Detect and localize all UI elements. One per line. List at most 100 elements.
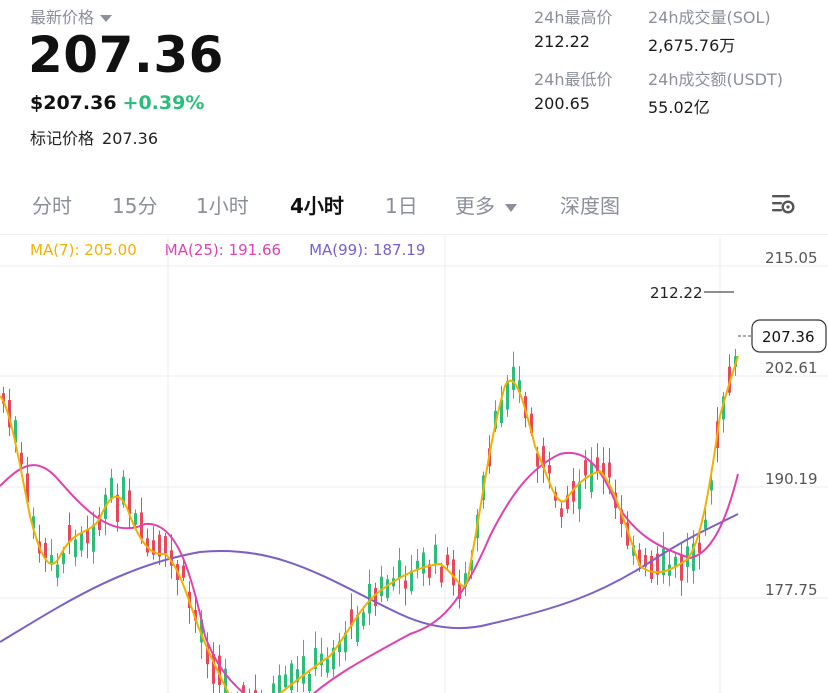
candle-body xyxy=(500,399,503,423)
candle-body xyxy=(278,675,281,693)
candle-body xyxy=(200,619,203,643)
candle-body xyxy=(362,612,365,626)
y-label-215.05: 215.05 xyxy=(765,249,818,267)
candle-body xyxy=(326,658,329,673)
candle-body xyxy=(704,519,707,529)
candle-body xyxy=(116,494,119,522)
tab-15m[interactable]: 15分 xyxy=(112,194,158,218)
candle-body xyxy=(80,532,83,551)
candle-body xyxy=(656,553,659,575)
y-axis-labels: 215.05 202.61 190.19 177.75 xyxy=(765,249,818,599)
candle-body xyxy=(194,610,197,621)
tab-4h[interactable]: 4小时 xyxy=(290,194,344,218)
high-label: 24h最高价 xyxy=(534,8,613,27)
candle-body xyxy=(374,587,377,607)
tab-1h[interactable]: 1小时 xyxy=(196,194,249,218)
candle-body xyxy=(566,495,569,509)
fiat-price: $207.36 xyxy=(30,92,117,114)
candle-body xyxy=(290,663,293,691)
candle-body xyxy=(470,559,473,571)
candle-body xyxy=(338,641,341,653)
candle-body xyxy=(350,609,353,626)
candle-body xyxy=(578,481,581,510)
candle-body xyxy=(50,554,53,565)
chart-settings-icon[interactable] xyxy=(770,192,796,216)
current-price-label: 207.36 xyxy=(762,328,815,346)
candle-body xyxy=(32,516,35,529)
low-value: 200.65 xyxy=(534,94,590,113)
candle-body xyxy=(410,570,413,592)
current-price-marker[interactable]: 207.36 xyxy=(738,319,827,353)
candle-body xyxy=(92,524,95,552)
candle-body xyxy=(224,668,227,693)
candle-body xyxy=(548,465,551,474)
ma7-line xyxy=(0,355,739,693)
low-label: 24h最低价 xyxy=(534,70,613,89)
candle-body xyxy=(626,522,629,546)
candle-body xyxy=(422,552,425,574)
tab-more-label: 更多 xyxy=(455,194,495,218)
candle-body xyxy=(122,476,125,505)
candle-body xyxy=(710,480,713,491)
candle-body xyxy=(134,513,137,525)
candle-body xyxy=(512,366,515,390)
candle-body xyxy=(68,525,71,543)
candle-body xyxy=(380,576,383,597)
candle-body xyxy=(272,683,275,693)
candle-body xyxy=(428,564,431,578)
candle-body xyxy=(644,554,647,567)
candle-body xyxy=(146,538,149,553)
candle-body xyxy=(638,549,641,566)
candle-body xyxy=(164,536,167,554)
candle-body xyxy=(296,669,299,683)
price-change: +0.39% xyxy=(122,92,205,114)
candle-body xyxy=(356,614,359,642)
candle-body xyxy=(404,580,407,589)
candle-body xyxy=(98,514,101,531)
candle-body xyxy=(416,560,419,571)
kline-chart[interactable]: 215.05 202.61 190.19 177.75 212.22 207.3… xyxy=(0,236,828,693)
candle-body xyxy=(584,460,587,476)
candle-body xyxy=(530,413,533,434)
candle-body xyxy=(572,481,575,502)
ma99-value: MA(99): 187.19 xyxy=(309,241,426,259)
candle-body xyxy=(458,583,461,599)
candle-body xyxy=(560,508,563,517)
volume-value: 2,675.76万 xyxy=(648,36,736,55)
last-price: 207.36 xyxy=(28,26,224,84)
candle-body xyxy=(596,457,599,472)
candle-body xyxy=(452,559,455,586)
fiat-price-row: $207.36 +0.39% xyxy=(30,92,204,114)
amount-label: 24h成交额(USDT) xyxy=(648,70,783,89)
candle-body xyxy=(2,393,5,404)
candle-body xyxy=(20,452,23,465)
tab-more[interactable]: 更多 xyxy=(455,190,517,219)
ma7-value: MA(7): 205.00 xyxy=(30,241,137,259)
ma99-line xyxy=(0,513,739,643)
candle-body xyxy=(602,463,605,478)
volume-label: 24h成交量(SOL) xyxy=(648,8,771,27)
tab-timeshare[interactable]: 分时 xyxy=(32,194,72,218)
candle-body xyxy=(434,544,437,564)
candle-body xyxy=(344,632,347,653)
candle-body xyxy=(314,648,317,669)
tab-depth[interactable]: 深度图 xyxy=(560,194,620,218)
candle-body xyxy=(620,509,623,524)
candle-body xyxy=(26,473,29,503)
candle-body xyxy=(158,534,161,557)
tabs-divider xyxy=(0,234,828,235)
candle-body xyxy=(206,645,209,665)
candle-body xyxy=(62,552,65,564)
candle-body xyxy=(542,446,545,469)
candle-body xyxy=(332,647,335,670)
candle-body xyxy=(44,542,47,559)
latest-price-label[interactable]: 最新价格 xyxy=(30,4,113,28)
caret-down-icon xyxy=(505,203,517,212)
candle-body xyxy=(308,673,311,692)
high-value: 212.22 xyxy=(534,32,590,51)
candle-body xyxy=(608,462,611,478)
candle-body xyxy=(86,529,89,544)
tab-1d[interactable]: 1日 xyxy=(385,194,418,218)
candle-body xyxy=(212,653,215,684)
amount-value: 55.02亿 xyxy=(648,98,710,117)
